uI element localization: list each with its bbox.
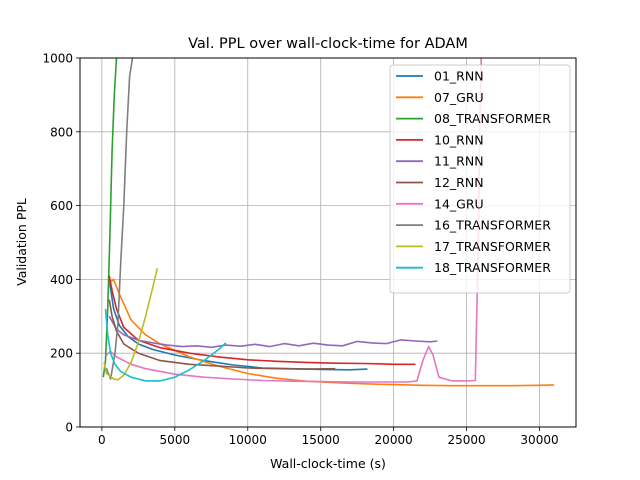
series-line-14-gru [105, 58, 482, 383]
y-tick-label: 800 [50, 125, 73, 139]
legend-entry: 10_RNN [434, 132, 484, 147]
x-tick-label: 5000 [160, 433, 191, 447]
legend-entry: 07_GRU [434, 90, 484, 105]
legend-entry: 14_GRU [434, 196, 484, 211]
series-line-08-transformer [102, 58, 118, 378]
series-line-16-transformer [105, 58, 134, 380]
x-tick-label: 20000 [375, 433, 413, 447]
plot-frame [79, 57, 577, 428]
x-tick-label: 10000 [229, 433, 267, 447]
chart-title: Val. PPL over wall-clock-time for ADAM [188, 36, 468, 52]
y-tick-label: 400 [50, 273, 73, 287]
series-lines [102, 58, 555, 387]
legend-entry: 18_TRANSFORMER [434, 260, 551, 275]
x-tick-label: 0 [98, 433, 106, 447]
legend-entry: 11_RNN [434, 154, 484, 169]
x-tick-label: 30000 [520, 433, 558, 447]
x-tick-label: 15000 [302, 433, 340, 447]
legend-box [389, 64, 571, 294]
legend-entry: 01_RNN [434, 69, 484, 84]
y-tick-label: 1000 [42, 52, 73, 66]
series-line-18-transformer [104, 308, 227, 382]
x-tick-label: 25000 [447, 433, 485, 447]
y-axis-label: Validation PPL [14, 198, 29, 286]
legend-entry: 12_RNN [434, 175, 484, 190]
legend-entry: 16_TRANSFORMER [434, 218, 551, 233]
series-line-11-rnn [108, 315, 438, 349]
y-tick-label: 0 [65, 421, 73, 435]
series-line-12-rnn [108, 299, 336, 370]
series-line-07-gru [108, 278, 555, 387]
legend-entry: 08_TRANSFORMER [434, 111, 551, 126]
y-tick-label: 200 [50, 347, 73, 361]
y-tick-label: 600 [50, 199, 73, 213]
series-line-17-transformer [103, 268, 159, 381]
legend: 01_RNN 07_GRU 08_TRANSFORMER 10_RNN 11_RNN 12… [389, 64, 571, 294]
legend-entry: 17_TRANSFORMER [434, 239, 551, 254]
axis-ticks: 0 5000 10000 15000 20000 25000 30000 0 200 400 600… [42, 52, 558, 448]
x-axis-label: Wall-clock-time (s) [270, 456, 386, 471]
